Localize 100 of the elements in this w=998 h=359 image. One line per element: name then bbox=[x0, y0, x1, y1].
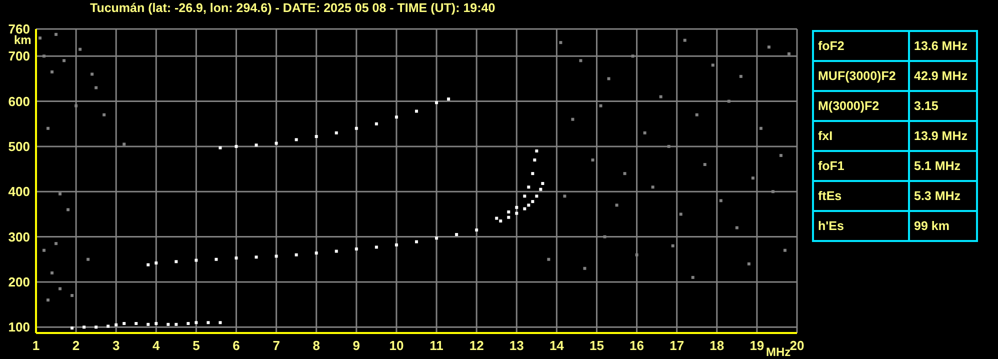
point bbox=[415, 110, 418, 113]
point bbox=[58, 287, 62, 290]
point bbox=[415, 240, 418, 244]
y-tick-label: 600 bbox=[8, 94, 30, 109]
point bbox=[70, 326, 74, 330]
point bbox=[659, 95, 662, 98]
text: 42.9 MHz bbox=[909, 61, 977, 91]
point bbox=[607, 77, 610, 80]
x-tick-label: 17 bbox=[670, 338, 684, 354]
point bbox=[394, 116, 398, 119]
point bbox=[354, 247, 358, 250]
text: 13.6 MHz bbox=[909, 31, 977, 61]
point bbox=[86, 258, 90, 261]
point bbox=[515, 212, 518, 215]
point bbox=[46, 126, 50, 130]
x-tick-label: 14 bbox=[549, 338, 565, 354]
point bbox=[747, 262, 750, 266]
point bbox=[447, 98, 450, 101]
point bbox=[146, 322, 150, 326]
point bbox=[535, 194, 538, 198]
text: M(3000)F2 bbox=[813, 91, 909, 121]
point bbox=[563, 194, 566, 198]
x-tick-label: 4 bbox=[152, 338, 161, 354]
point bbox=[719, 199, 722, 202]
point bbox=[603, 235, 606, 238]
point bbox=[779, 154, 782, 157]
x-tick-label: 12 bbox=[469, 338, 484, 354]
x-tick-label: 19 bbox=[750, 338, 764, 354]
x-tick-label: 16 bbox=[630, 338, 644, 354]
y-tick-label: 400 bbox=[8, 184, 30, 200]
point bbox=[334, 250, 338, 253]
point bbox=[102, 113, 106, 116]
point bbox=[186, 322, 190, 326]
x-tick-label: 13 bbox=[509, 338, 524, 354]
point bbox=[515, 206, 518, 209]
point bbox=[651, 186, 654, 189]
x-axis-title: MHz bbox=[766, 345, 791, 359]
point bbox=[274, 254, 278, 258]
x-tick-label: 18 bbox=[710, 338, 724, 354]
point bbox=[679, 212, 682, 216]
point bbox=[194, 258, 198, 262]
point bbox=[767, 46, 770, 49]
point bbox=[82, 326, 86, 329]
x-tick-label: 11 bbox=[430, 338, 444, 354]
point bbox=[74, 104, 78, 108]
point bbox=[711, 64, 714, 67]
point bbox=[90, 72, 94, 76]
point bbox=[615, 204, 618, 207]
point bbox=[50, 271, 54, 274]
point bbox=[499, 219, 502, 222]
point bbox=[106, 324, 110, 328]
point bbox=[599, 104, 602, 108]
point bbox=[206, 321, 210, 324]
point bbox=[234, 144, 238, 148]
point bbox=[146, 263, 150, 266]
point bbox=[50, 70, 54, 74]
point bbox=[94, 326, 98, 329]
point bbox=[194, 321, 198, 324]
point bbox=[62, 59, 66, 62]
point bbox=[533, 158, 536, 162]
point bbox=[314, 135, 318, 138]
point bbox=[591, 158, 594, 162]
x-tick-label: 7 bbox=[272, 338, 280, 354]
point bbox=[787, 52, 790, 56]
point bbox=[531, 200, 534, 204]
point bbox=[435, 101, 438, 104]
point bbox=[94, 86, 98, 90]
point bbox=[214, 258, 218, 261]
point bbox=[583, 266, 586, 270]
point bbox=[475, 228, 478, 232]
point bbox=[631, 54, 634, 58]
text: foF1 bbox=[813, 151, 909, 181]
text: h'Es bbox=[813, 211, 909, 241]
point bbox=[643, 131, 646, 134]
point bbox=[623, 172, 626, 176]
x-tick-label: 1 bbox=[32, 338, 40, 354]
point bbox=[46, 298, 50, 302]
point bbox=[739, 74, 742, 78]
point bbox=[54, 242, 58, 246]
point bbox=[535, 149, 538, 152]
point bbox=[783, 248, 786, 252]
point bbox=[314, 252, 318, 255]
point bbox=[579, 59, 582, 62]
y-tick-label: 700 bbox=[8, 48, 30, 64]
text: 3.15 bbox=[909, 91, 977, 121]
x-tick-label: 10 bbox=[389, 338, 404, 354]
point bbox=[695, 113, 698, 116]
x-tick-label: 3 bbox=[112, 338, 120, 354]
point bbox=[174, 322, 178, 326]
point bbox=[667, 144, 670, 148]
point bbox=[691, 276, 694, 279]
point bbox=[759, 126, 762, 130]
y-axis-title: km bbox=[14, 33, 32, 47]
point bbox=[54, 32, 58, 36]
point bbox=[507, 210, 510, 214]
point bbox=[703, 163, 706, 166]
point bbox=[727, 100, 730, 103]
point bbox=[42, 248, 46, 252]
text: foF2 bbox=[813, 31, 909, 61]
x-tick-label: 20 bbox=[790, 338, 804, 354]
